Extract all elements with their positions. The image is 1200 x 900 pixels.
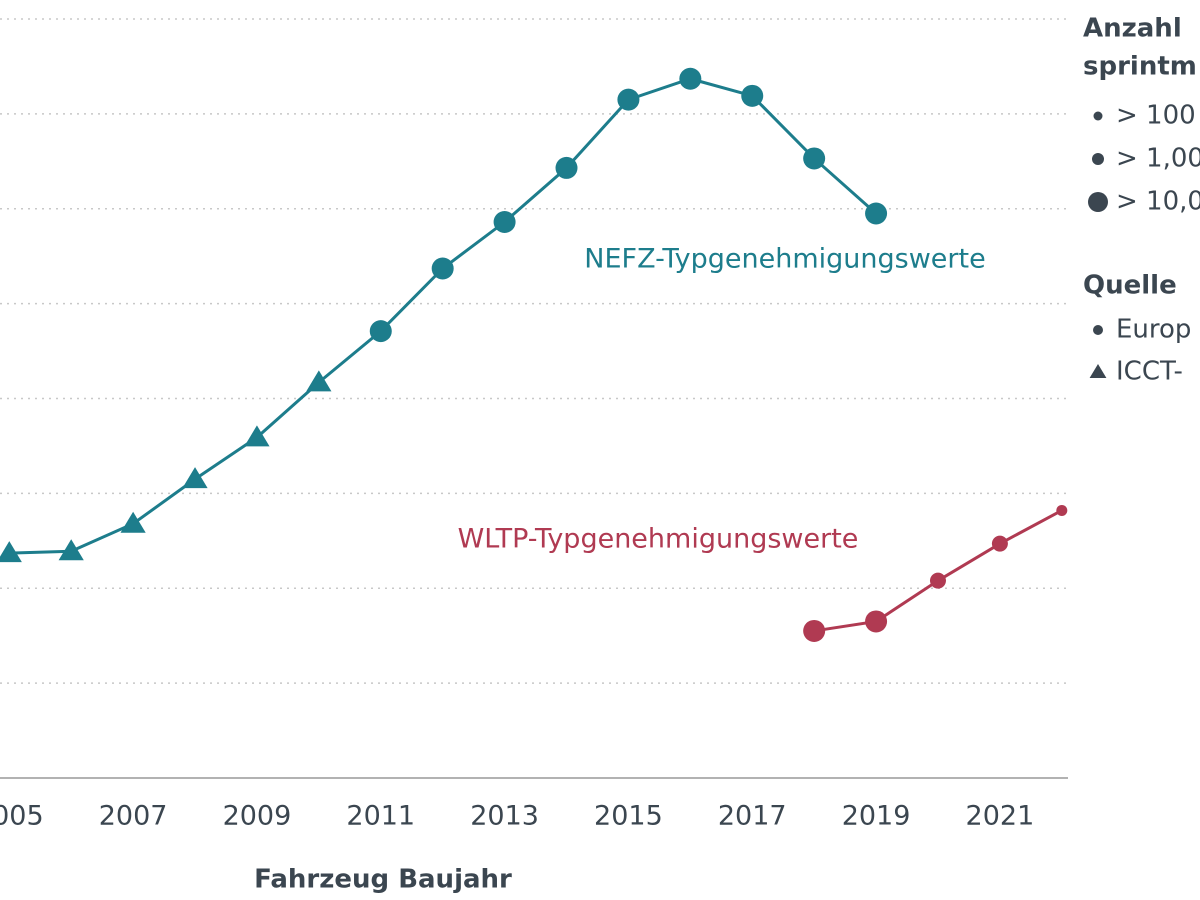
x-tick-label: 2017	[718, 801, 787, 832]
legend-title: Anzahl	[1083, 14, 1182, 44]
triangle-marker	[58, 539, 84, 561]
x-tick-label: 2011	[346, 801, 415, 832]
point-marker	[803, 619, 826, 642]
x-tick-label: 2013	[470, 801, 539, 832]
point-marker	[865, 202, 888, 225]
point-marker	[929, 572, 946, 589]
x-tick-label: 2019	[842, 801, 911, 832]
point-marker	[991, 535, 1008, 552]
legend-marker	[1088, 192, 1108, 212]
legend-marker	[1093, 325, 1103, 335]
x-axis-title: Fahrzeug Baujahr	[254, 865, 512, 895]
x-tick-label: 2007	[99, 801, 168, 832]
x-tick-label: 2009	[223, 801, 292, 832]
triangle-marker	[182, 467, 208, 489]
point-marker	[803, 147, 826, 170]
series-label: WLTP-Typgenehmigungswerte	[458, 524, 859, 555]
legend-marker	[1093, 111, 1103, 121]
point-marker	[493, 211, 516, 234]
series-line	[9, 77, 878, 555]
triangle-marker	[120, 511, 146, 533]
legend-marker	[1089, 364, 1107, 378]
point-marker	[555, 156, 578, 179]
triangle-marker	[0, 541, 22, 563]
x-tick-label: 2015	[594, 801, 663, 832]
triangle-marker	[306, 370, 332, 392]
triangle-marker	[244, 425, 270, 447]
legend-marker	[1092, 153, 1104, 165]
point-marker	[1056, 504, 1068, 516]
point-marker	[617, 88, 640, 111]
point-marker	[369, 320, 392, 343]
series-label: NEFZ-Typgenehmigungswerte	[584, 244, 985, 275]
x-tick-label: 2005	[0, 801, 44, 832]
point-marker	[741, 84, 764, 107]
legend-title: sprintm	[1083, 52, 1197, 82]
legend-label: > 1,00	[1116, 144, 1200, 174]
point-marker	[431, 257, 454, 280]
legend-label: ICCT-	[1116, 357, 1183, 387]
point-marker	[865, 610, 888, 633]
legend-label: > 100	[1116, 101, 1196, 131]
point-marker	[679, 67, 702, 90]
legend-title: Quelle	[1083, 271, 1177, 301]
x-tick-label: 2021	[966, 801, 1035, 832]
legend-label: Europ	[1116, 315, 1191, 345]
legend-label: > 10,0	[1116, 187, 1200, 217]
